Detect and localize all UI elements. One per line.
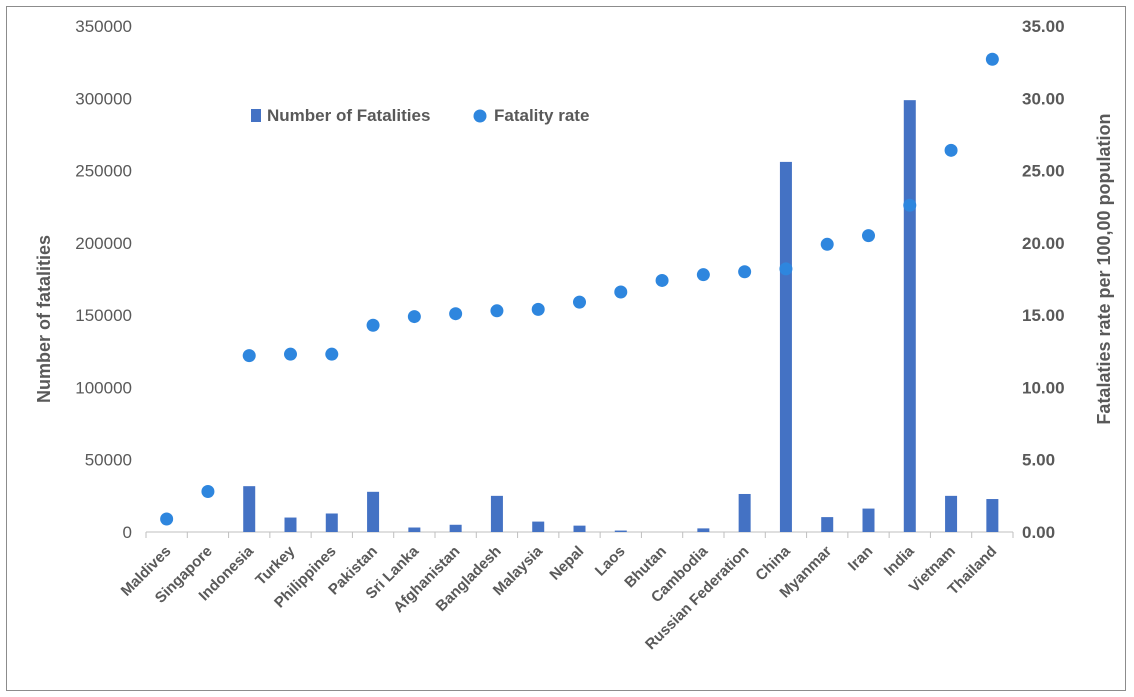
bar xyxy=(573,525,586,532)
y-right-tick-label: 15.00 xyxy=(1022,306,1065,325)
x-category-label: Nepal xyxy=(546,543,587,584)
y-right-axis-title: Fatalaties rate per 100,00 population xyxy=(1094,113,1114,424)
y-left-tick-label: 100000 xyxy=(75,378,132,397)
legend-dot-swatch xyxy=(473,109,487,123)
legend-bar-swatch xyxy=(251,109,261,122)
y-left-axis-title: Number of fatalities xyxy=(34,235,54,403)
bar-series xyxy=(243,100,999,532)
x-category-label: Laos xyxy=(592,543,629,580)
y-right-tick-label: 0.00 xyxy=(1022,523,1055,542)
scatter-point xyxy=(655,273,669,287)
bar xyxy=(614,530,627,532)
bar xyxy=(408,527,421,532)
scatter-point xyxy=(407,310,421,324)
x-category-label: Iran xyxy=(845,543,876,574)
scatter-point xyxy=(366,318,380,332)
scatter-point xyxy=(862,229,875,243)
bar xyxy=(532,521,545,532)
y-right-tick-label: 10.00 xyxy=(1022,378,1065,397)
scatter-point xyxy=(696,268,710,282)
y-left-tick-label: 150000 xyxy=(75,306,132,325)
y-left-tick-label: 350000 xyxy=(75,17,132,36)
bar xyxy=(821,517,834,532)
scatter-point xyxy=(738,265,752,279)
y-right-tick-label: 5.00 xyxy=(1022,451,1055,470)
scatter-point xyxy=(820,237,834,251)
chart-axes xyxy=(145,531,1014,538)
scatter-point xyxy=(490,304,504,318)
y-right-tick-label: 30.00 xyxy=(1022,89,1065,108)
y-left-tick-label: 250000 xyxy=(75,162,132,181)
bar xyxy=(738,493,751,532)
bar xyxy=(945,495,958,532)
scatter-point xyxy=(242,349,256,363)
scatter-point xyxy=(779,262,793,276)
bar xyxy=(779,161,792,532)
chart-legend: Number of Fatalities Fatality rate xyxy=(251,106,589,125)
scatter-point xyxy=(614,285,628,299)
scatter-point xyxy=(201,485,215,499)
y-right-tick-label: 35.00 xyxy=(1022,17,1065,36)
bar xyxy=(862,508,875,532)
scatter-point xyxy=(985,52,999,66)
scatter-point xyxy=(325,347,339,361)
bar xyxy=(325,513,338,532)
bar xyxy=(903,100,916,532)
scatter-point xyxy=(531,302,545,316)
bar xyxy=(697,528,710,532)
scatter-point xyxy=(449,307,463,321)
bar xyxy=(490,495,503,532)
y-right-tick-label: 25.00 xyxy=(1022,162,1065,181)
combo-chart: 0 50000 100000 150000 200000 250000 300000 3500… xyxy=(34,17,1114,653)
chart-frame: 0 50000 100000 150000 200000 250000 300000 3500… xyxy=(6,6,1126,691)
x-category-label: India xyxy=(881,542,918,579)
legend-dot-label: Fatality rate xyxy=(494,106,589,125)
legend-bar-label: Number of Fatalities xyxy=(267,106,430,125)
bar xyxy=(243,486,256,532)
y-right-tick-label: 20.00 xyxy=(1022,234,1065,253)
y-left-tick-label: 50000 xyxy=(85,451,132,470)
bar xyxy=(284,517,297,532)
bar xyxy=(449,524,462,532)
scatter-point xyxy=(573,295,586,309)
scatter-point xyxy=(903,198,917,212)
scatter-point xyxy=(284,347,297,361)
bar xyxy=(367,491,380,532)
bar xyxy=(986,499,999,532)
y-left-tick-label: 200000 xyxy=(75,234,132,253)
scatter-series xyxy=(160,52,999,526)
y-left-tick-label: 300000 xyxy=(75,89,132,108)
y-left-tick-label: 0 xyxy=(123,523,132,542)
scatter-point xyxy=(160,512,174,526)
scatter-point xyxy=(944,143,958,157)
